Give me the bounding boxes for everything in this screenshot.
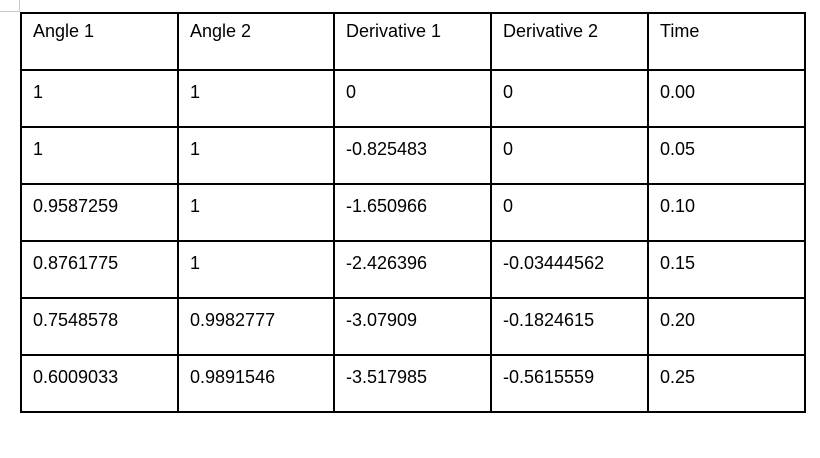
- cell-value: 0.00: [660, 82, 696, 102]
- table-row: 0.9587259 1 -1.650966 0 0.10: [20, 183, 806, 242]
- cell-value: -0.5615559: [503, 367, 595, 387]
- table-cell: 1: [177, 240, 335, 299]
- header-cell-angle-2: Angle 2: [177, 12, 335, 71]
- cell-value: 1: [190, 253, 201, 273]
- cell-value: -0.1824615: [503, 310, 595, 330]
- table-cell: 1: [177, 126, 335, 185]
- header-cell-time: Time: [647, 12, 806, 71]
- cell-value: 0: [503, 82, 514, 102]
- cell-value: 0.20: [660, 310, 696, 330]
- page-corner-mark: [0, 0, 20, 12]
- table-cell: 0: [490, 183, 649, 242]
- cell-value: 1: [190, 82, 201, 102]
- table-cell: 0.9982777: [177, 297, 335, 356]
- table-cell: 1: [20, 69, 179, 128]
- table-cell: 0.00: [647, 69, 806, 128]
- header-cell-derivative-2: Derivative 2: [490, 12, 649, 71]
- table-row: 0.6009033 0.9891546 -3.517985 -0.5615559…: [20, 354, 806, 413]
- table-cell: 0.9891546: [177, 354, 335, 413]
- table-cell: -0.1824615: [490, 297, 649, 356]
- data-table: Angle 1 Angle 2 Derivative 1 Derivative …: [20, 12, 806, 413]
- table-cell: -0.03444562: [490, 240, 649, 299]
- cell-value: -1.650966: [346, 196, 428, 216]
- cell-value: 0.7548578: [33, 310, 119, 330]
- table-cell: 0.10: [647, 183, 806, 242]
- cell-value: 1: [33, 139, 44, 159]
- table-cell: -0.825483: [333, 126, 492, 185]
- cell-value: -2.426396: [346, 253, 428, 273]
- table-row: 0.7548578 0.9982777 -3.07909 -0.1824615 …: [20, 297, 806, 356]
- cell-value: 0.25: [660, 367, 696, 387]
- cell-value: 1: [33, 82, 44, 102]
- cell-value: -0.03444562: [503, 253, 605, 273]
- cell-value: 0.10: [660, 196, 696, 216]
- cell-value: 1: [190, 196, 201, 216]
- table-cell: 0: [333, 69, 492, 128]
- cell-value: 0: [503, 139, 514, 159]
- cell-value: 0.9891546: [190, 367, 276, 387]
- cell-value: 0.8761775: [33, 253, 119, 273]
- table-cell: 0.7548578: [20, 297, 179, 356]
- table-cell: -0.5615559: [490, 354, 649, 413]
- header-cell-angle-1: Angle 1: [20, 12, 179, 71]
- cell-value: 0.6009033: [33, 367, 119, 387]
- cell-value: 0.9982777: [190, 310, 276, 330]
- table-cell: -3.517985: [333, 354, 492, 413]
- table-cell: -3.07909: [333, 297, 492, 356]
- table-row: 1 1 0 0 0.00: [20, 69, 806, 128]
- cell-value: -3.517985: [346, 367, 428, 387]
- cell-value: 1: [190, 139, 201, 159]
- header-label: Derivative 1: [346, 21, 442, 41]
- cell-value: 0: [346, 82, 357, 102]
- table-header-row: Angle 1 Angle 2 Derivative 1 Derivative …: [20, 12, 806, 71]
- table-cell: 0: [490, 126, 649, 185]
- cell-value: 0.05: [660, 139, 696, 159]
- table-cell: 0.25: [647, 354, 806, 413]
- table-cell: -2.426396: [333, 240, 492, 299]
- cell-value: 0.9587259: [33, 196, 119, 216]
- table-cell: 0.9587259: [20, 183, 179, 242]
- cell-value: 0: [503, 196, 514, 216]
- table-cell: 0: [490, 69, 649, 128]
- table-row: 1 1 -0.825483 0 0.05: [20, 126, 806, 185]
- table-cell: 1: [20, 126, 179, 185]
- header-label: Derivative 2: [503, 21, 599, 41]
- cell-value: 0.15: [660, 253, 696, 273]
- table-cell: 0.6009033: [20, 354, 179, 413]
- cell-value: -3.07909: [346, 310, 418, 330]
- table-cell: 0.05: [647, 126, 806, 185]
- cell-value: -0.825483: [346, 139, 428, 159]
- table-cell: 0.8761775: [20, 240, 179, 299]
- header-label: Time: [660, 21, 700, 41]
- header-label: Angle 1: [33, 21, 95, 41]
- table-cell: 0.15: [647, 240, 806, 299]
- table-cell: 0.20: [647, 297, 806, 356]
- table-cell: -1.650966: [333, 183, 492, 242]
- header-cell-derivative-1: Derivative 1: [333, 12, 492, 71]
- header-label: Angle 2: [190, 21, 252, 41]
- table-cell: 1: [177, 69, 335, 128]
- table-cell: 1: [177, 183, 335, 242]
- table-row: 0.8761775 1 -2.426396 -0.03444562 0.15: [20, 240, 806, 299]
